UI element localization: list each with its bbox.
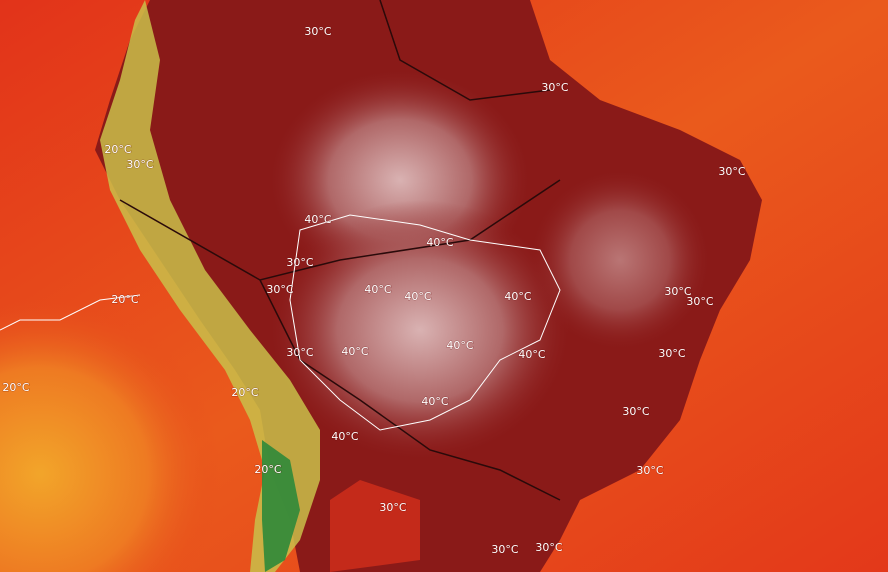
contour-label: 40°C — [421, 395, 448, 408]
contour-label: 20°C — [231, 386, 258, 399]
contour-label: 40°C — [404, 290, 431, 303]
contour-label: 30°C — [535, 541, 562, 554]
contour-label: 30°C — [718, 165, 745, 178]
contour-label: 30°C — [304, 25, 331, 38]
contour-label: 20°C — [2, 381, 29, 394]
contour-label: 40°C — [518, 348, 545, 361]
andes — [100, 0, 320, 572]
contour-label: 30°C — [686, 295, 713, 308]
contour-label: 40°C — [341, 345, 368, 358]
contour-label: 40°C — [331, 430, 358, 443]
contour-label: 30°C — [126, 158, 153, 171]
hot-zone-east — [530, 170, 710, 350]
contour-label: 30°C — [266, 283, 293, 296]
contour-label: 30°C — [664, 285, 691, 298]
contour-label: 20°C — [111, 293, 138, 306]
andes-cool — [262, 440, 300, 572]
hot-zone-central — [270, 200, 570, 460]
contour-labels: 30°C30°C30°C30°C20°C40°C40°C30°C40°C40°C… — [2, 25, 746, 557]
south-region — [330, 480, 420, 572]
contour-label: 30°C — [286, 346, 313, 359]
contour-label: 30°C — [491, 543, 518, 556]
contour-label: 30°C — [541, 81, 568, 94]
contour-label: 40°C — [364, 283, 391, 296]
contour-label: 30°C — [379, 501, 406, 514]
contour-label: 40°C — [504, 290, 531, 303]
contour-label: 20°C — [254, 463, 281, 476]
contour-line — [289, 214, 561, 431]
contour-label: 30°C — [622, 405, 649, 418]
contour-label: 20°C — [104, 143, 131, 156]
contour-label: 30°C — [286, 256, 313, 269]
contour-label: 30°C — [636, 464, 663, 477]
contour-label: 40°C — [304, 213, 331, 226]
contour-label: 40°C — [426, 236, 453, 249]
contour-line — [0, 294, 141, 331]
borders — [119, 0, 561, 501]
contour-label: 40°C — [446, 339, 473, 352]
contour-label: 30°C — [658, 347, 685, 360]
